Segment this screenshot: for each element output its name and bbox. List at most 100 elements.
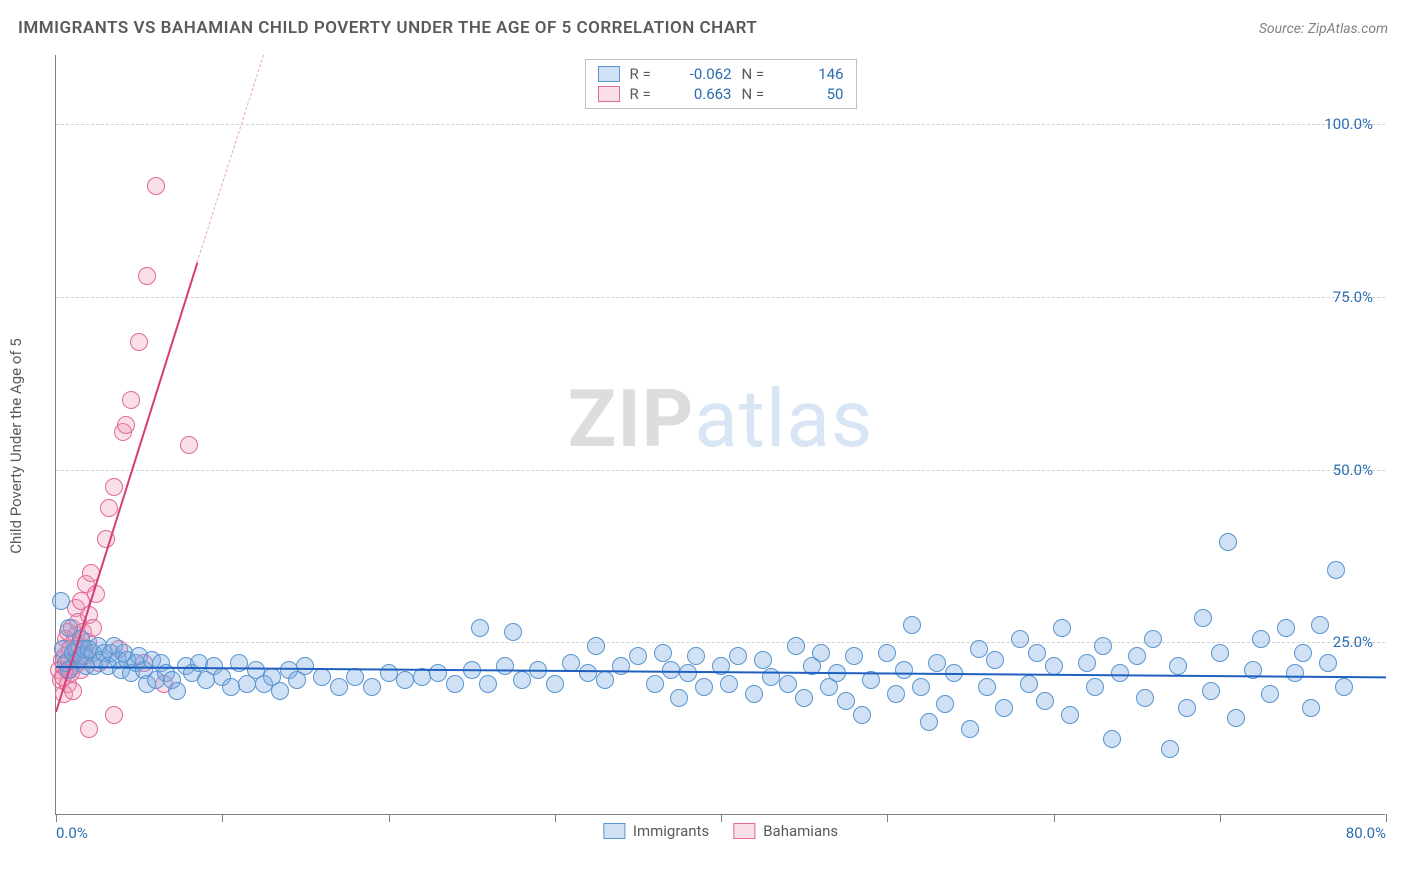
immigrants-point <box>446 675 464 693</box>
watermark: ZIPatlas <box>568 372 873 466</box>
immigrants-point <box>646 675 664 693</box>
immigrants-point <box>787 637 805 655</box>
xtick-label: 0.0% <box>56 824 88 842</box>
immigrants-point <box>1261 685 1279 703</box>
immigrants-point <box>612 657 630 675</box>
immigrants-point <box>978 678 996 696</box>
immigrants-point <box>168 682 186 700</box>
y-axis-label: Child Poverty Under the Age of 5 <box>7 338 25 554</box>
immigrants-point <box>687 647 705 665</box>
immigrants-point <box>920 713 938 731</box>
immigrants-point <box>1128 647 1146 665</box>
bahamians-point <box>80 720 98 738</box>
correlation-legend: R =-0.062N =146R =0.663N =50 <box>585 59 857 109</box>
ytick-label: 50.0% <box>1333 461 1373 479</box>
immigrants-point <box>887 685 905 703</box>
immigrants-point <box>1202 682 1220 700</box>
xtick-label: 80.0% <box>1346 824 1386 842</box>
immigrants-point <box>779 675 797 693</box>
immigrants-point <box>853 706 871 724</box>
legend-row: R =0.663N =50 <box>598 84 844 104</box>
xtick <box>721 814 722 822</box>
bahamians-point <box>180 436 198 454</box>
xtick <box>555 814 556 822</box>
immigrants-point <box>1327 561 1345 579</box>
immigrants-point <box>1169 657 1187 675</box>
immigrants-point <box>1227 709 1245 727</box>
immigrants-point <box>1335 678 1353 696</box>
immigrants-point <box>912 678 930 696</box>
immigrants-point <box>513 671 531 689</box>
plot-area: ZIPatlas R =-0.062N =146R =0.663N =50 Im… <box>55 55 1385 815</box>
legend-r-label: R = <box>630 85 664 103</box>
immigrants-point <box>795 689 813 707</box>
immigrants-point <box>1211 644 1229 662</box>
immigrants-point <box>1078 654 1096 672</box>
immigrants-point <box>745 685 763 703</box>
immigrants-point <box>720 675 738 693</box>
immigrants-point <box>754 651 772 669</box>
immigrants-point <box>1094 637 1112 655</box>
immigrants-point <box>970 640 988 658</box>
immigrants-point <box>1294 644 1312 662</box>
trendline <box>197 55 264 263</box>
series-legend: ImmigrantsBahamians <box>603 822 838 840</box>
legend-swatch <box>598 66 620 82</box>
immigrants-point <box>1302 699 1320 717</box>
immigrants-point <box>1219 533 1237 551</box>
legend-r-value: 0.663 <box>674 85 732 103</box>
immigrants-point <box>961 720 979 738</box>
immigrants-point <box>296 657 314 675</box>
immigrants-point <box>346 668 364 686</box>
immigrants-point <box>1311 616 1329 634</box>
xtick <box>887 814 888 822</box>
gridline <box>56 124 1385 125</box>
gridline <box>56 297 1385 298</box>
immigrants-point <box>845 647 863 665</box>
immigrants-point <box>1286 664 1304 682</box>
immigrants-point <box>271 682 289 700</box>
immigrants-point <box>587 637 605 655</box>
immigrants-point <box>1252 630 1270 648</box>
immigrants-point <box>878 644 896 662</box>
immigrants-point <box>1011 630 1029 648</box>
immigrants-point <box>1136 689 1154 707</box>
immigrants-point <box>1086 678 1104 696</box>
immigrants-point <box>222 678 240 696</box>
immigrants-point <box>496 657 514 675</box>
bahamians-point <box>117 416 135 434</box>
immigrants-point <box>670 689 688 707</box>
immigrants-point <box>1103 730 1121 748</box>
xtick <box>1054 814 1055 822</box>
xtick <box>222 814 223 822</box>
bahamians-point <box>147 177 165 195</box>
immigrants-point <box>546 675 564 693</box>
legend-row: R =-0.062N =146 <box>598 64 844 84</box>
immigrants-point <box>52 592 70 610</box>
legend-n-label: N = <box>742 85 776 103</box>
immigrants-point <box>380 664 398 682</box>
immigrants-point <box>396 671 414 689</box>
immigrants-point <box>1053 619 1071 637</box>
immigrants-point <box>654 644 672 662</box>
immigrants-point <box>695 678 713 696</box>
immigrants-point <box>895 661 913 679</box>
immigrants-point <box>903 616 921 634</box>
bahamians-point <box>105 706 123 724</box>
ytick-label: 25.0% <box>1333 633 1373 651</box>
bahamians-point <box>64 682 82 700</box>
gridline <box>56 470 1385 471</box>
xtick <box>389 814 390 822</box>
xtick <box>56 814 57 822</box>
immigrants-point <box>1161 740 1179 758</box>
gridline <box>56 642 1385 643</box>
immigrants-point <box>363 678 381 696</box>
immigrants-point <box>596 671 614 689</box>
immigrants-point <box>1144 630 1162 648</box>
immigrants-point <box>729 647 747 665</box>
immigrants-point <box>479 675 497 693</box>
immigrants-point <box>1020 675 1038 693</box>
series-legend-label: Bahamians <box>763 822 838 840</box>
legend-n-value: 146 <box>786 65 844 83</box>
immigrants-point <box>579 664 597 682</box>
